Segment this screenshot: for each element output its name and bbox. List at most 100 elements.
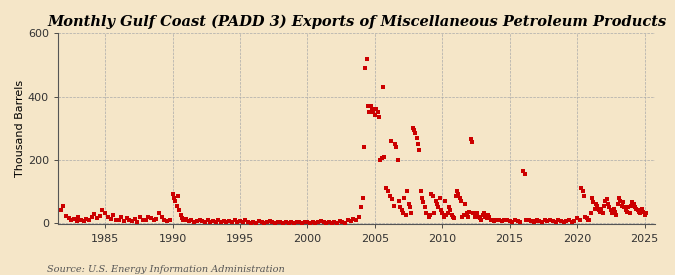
Point	[358, 145, 369, 149]
Point	[194, 218, 205, 222]
Point	[95, 214, 105, 218]
Point	[205, 220, 216, 224]
Point	[589, 207, 600, 211]
Point	[587, 196, 597, 200]
Point	[119, 219, 130, 224]
Point	[547, 219, 558, 224]
Point	[235, 219, 246, 224]
Point	[438, 214, 449, 219]
Point	[291, 220, 302, 224]
Point	[480, 214, 491, 219]
Point	[250, 220, 261, 225]
Point	[180, 218, 190, 222]
Point	[186, 218, 197, 222]
Point	[515, 220, 526, 224]
Point	[574, 218, 585, 222]
Point	[421, 211, 431, 216]
Point	[202, 218, 213, 222]
Point	[407, 126, 418, 130]
Point	[458, 213, 469, 217]
Point	[530, 219, 541, 224]
Point	[275, 220, 286, 224]
Point	[159, 218, 170, 222]
Point	[373, 115, 384, 119]
Point	[445, 208, 456, 213]
Point	[596, 207, 607, 211]
Point	[402, 189, 412, 194]
Point	[294, 220, 304, 224]
Point	[600, 199, 611, 203]
Point	[399, 196, 410, 200]
Point	[507, 220, 518, 224]
Point	[130, 217, 140, 221]
Point	[477, 213, 488, 217]
Point	[240, 218, 251, 222]
Point	[63, 216, 74, 220]
Point	[219, 219, 230, 224]
Point	[146, 216, 157, 220]
Point	[620, 208, 631, 213]
Point	[224, 219, 235, 224]
Point	[92, 216, 103, 220]
Point	[631, 207, 642, 211]
Point	[612, 202, 623, 206]
Point	[512, 219, 523, 224]
Point	[464, 210, 475, 214]
Point	[491, 218, 502, 222]
Point	[411, 135, 422, 140]
Point	[122, 216, 132, 220]
Point	[534, 219, 545, 224]
Point	[238, 220, 248, 224]
Point	[614, 196, 624, 200]
Point	[243, 220, 254, 224]
Point	[321, 220, 331, 225]
Point	[361, 56, 372, 61]
Point	[452, 189, 462, 194]
Point	[434, 196, 445, 200]
Point	[453, 192, 464, 197]
Point	[127, 219, 138, 224]
Point	[618, 200, 628, 205]
Point	[426, 192, 437, 197]
Point	[151, 217, 162, 221]
Point	[483, 213, 493, 217]
Point	[578, 194, 589, 198]
Point	[443, 205, 454, 209]
Point	[269, 220, 280, 225]
Point	[553, 218, 564, 222]
Point	[383, 189, 394, 194]
Point	[364, 110, 375, 114]
Point	[173, 194, 184, 198]
Point	[632, 208, 643, 213]
Point	[465, 137, 476, 141]
Point	[611, 213, 622, 217]
Point	[288, 220, 299, 225]
Point	[357, 196, 368, 200]
Point	[542, 219, 553, 224]
Point	[177, 216, 188, 220]
Point	[181, 217, 192, 221]
Point	[556, 219, 566, 224]
Point	[561, 219, 572, 224]
Point	[403, 202, 414, 206]
Point	[412, 142, 423, 146]
Point	[76, 218, 86, 222]
Point	[323, 220, 334, 224]
Point	[502, 218, 512, 222]
Point	[398, 211, 408, 216]
Point	[170, 199, 181, 203]
Point	[448, 214, 458, 219]
Point	[248, 220, 259, 224]
Point	[630, 205, 641, 209]
Point	[389, 142, 400, 146]
Point	[302, 220, 313, 224]
Point	[466, 140, 477, 145]
Point	[379, 154, 389, 159]
Point	[280, 220, 291, 224]
Point	[310, 220, 321, 225]
Point	[103, 215, 113, 219]
Point	[626, 203, 637, 208]
Point	[469, 214, 480, 219]
Point	[605, 208, 616, 213]
Point	[138, 218, 148, 222]
